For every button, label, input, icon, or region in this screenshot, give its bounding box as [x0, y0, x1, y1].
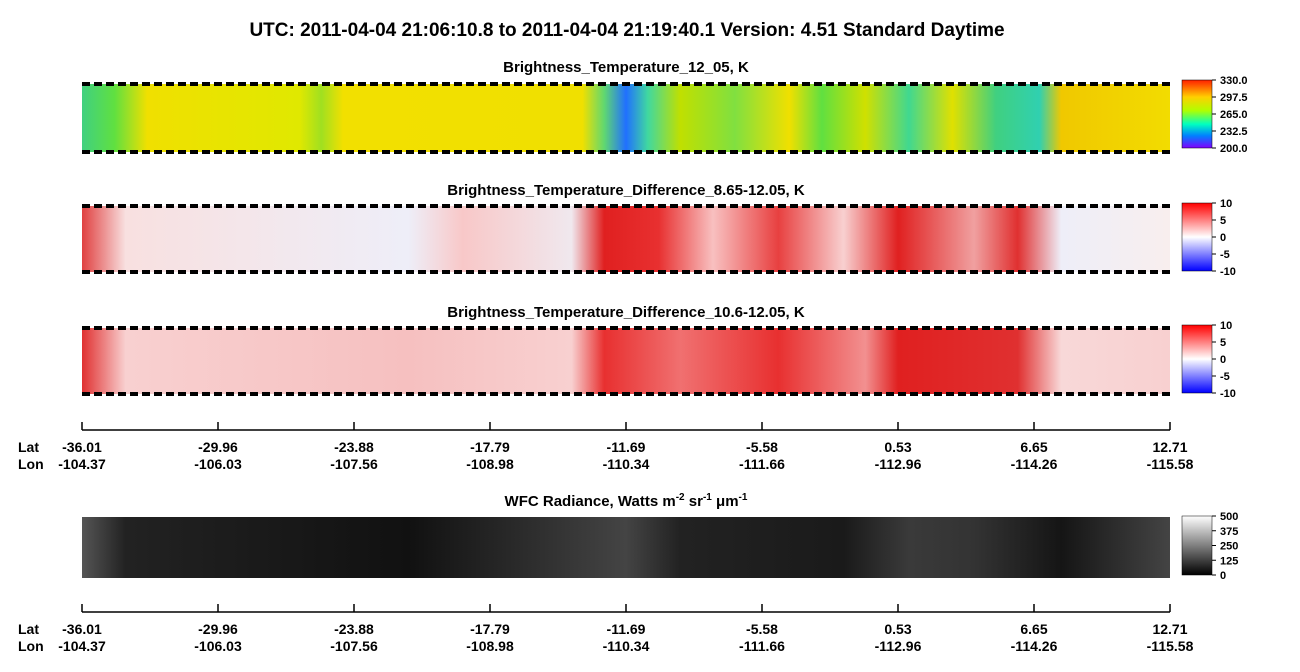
- colorbar-label: 0: [1220, 570, 1226, 582]
- lon-tick-label: -115.58: [1147, 456, 1194, 472]
- colorbar-label: 5: [1220, 215, 1226, 227]
- colorbar-label: 10: [1220, 320, 1232, 332]
- lon-tick-label: -106.03: [194, 456, 242, 472]
- lat-tick-label: 6.65: [1020, 621, 1047, 637]
- title-part: Brightness_Temperature_Difference_10.6-1…: [447, 304, 805, 321]
- image-strip: [82, 328, 1170, 394]
- lat-tick-label: -23.88: [334, 621, 374, 637]
- lon-tick-label: -108.98: [466, 456, 514, 472]
- title-part: -1: [703, 492, 712, 503]
- lat-tick-label: -11.69: [607, 621, 646, 637]
- lon-tick-label: -104.37: [58, 638, 106, 654]
- lat-tick-label: 0.53: [884, 439, 911, 455]
- colorbar: [1181, 515, 1213, 576]
- lon-tick-label: -108.98: [466, 638, 514, 654]
- title-part: -1: [739, 492, 748, 503]
- lat-tick-label: -17.79: [470, 621, 510, 637]
- panel-title: Brightness_Temperature_Difference_10.6-1…: [447, 304, 805, 321]
- title-part: WFC Radiance, Watts m: [505, 493, 676, 510]
- panel-title: Brightness_Temperature_Difference_8.65-1…: [447, 182, 805, 199]
- lat-tick-label: 6.65: [1020, 439, 1047, 455]
- colorbar-label: -5: [1220, 371, 1230, 383]
- lon-label: Lon: [18, 638, 44, 654]
- colorbar-label: 200.0: [1220, 143, 1248, 155]
- lat-label: Lat: [18, 439, 39, 455]
- lon-tick-label: -110.34: [603, 456, 650, 472]
- lat-tick-label: -29.96: [198, 621, 238, 637]
- colorbar: [1181, 202, 1213, 272]
- lon-tick-label: -115.58: [1147, 638, 1194, 654]
- colorbar-label: -10: [1220, 388, 1236, 400]
- lat-tick-label: -5.58: [746, 621, 778, 637]
- title-part: sr: [685, 493, 704, 510]
- image-strip: [82, 84, 1170, 152]
- lat-tick-label: -17.79: [470, 439, 510, 455]
- colorbar-label: 125: [1220, 555, 1238, 567]
- colorbar-label: 250: [1220, 541, 1238, 553]
- lat-tick-label: -5.58: [746, 439, 778, 455]
- title-part: μm: [712, 493, 739, 510]
- lon-tick-label: -111.66: [739, 456, 785, 472]
- lat-tick-label: 12.71: [1152, 439, 1187, 455]
- colorbar-label: 232.5: [1220, 126, 1248, 138]
- image-strip: [82, 517, 1170, 578]
- colorbar-label: 10: [1220, 198, 1232, 210]
- colorbar-label: 0: [1220, 354, 1226, 366]
- colorbar-label: 500: [1220, 511, 1238, 523]
- lon-tick-label: -112.96: [875, 638, 922, 654]
- title-part: Brightness_Temperature_Difference_8.65-1…: [447, 182, 805, 199]
- lat-tick-label: 12.71: [1152, 621, 1187, 637]
- colorbar-label: -10: [1220, 266, 1236, 278]
- lat-tick-label: -23.88: [334, 439, 374, 455]
- title-part: Brightness_Temperature_12_05, K: [503, 59, 749, 76]
- colorbar: [1181, 324, 1213, 394]
- lon-tick-label: -114.26: [1011, 456, 1058, 472]
- colorbar-label: 0: [1220, 232, 1226, 244]
- title-part: -2: [676, 492, 685, 503]
- lon-label: Lon: [18, 456, 44, 472]
- lon-tick-label: -114.26: [1011, 638, 1058, 654]
- colorbar-label: 297.5: [1220, 92, 1248, 104]
- lat-tick-label: -36.01: [62, 439, 102, 455]
- lon-tick-label: -106.03: [194, 638, 242, 654]
- panel-title: Brightness_Temperature_12_05, K: [503, 59, 749, 76]
- lon-tick-label: -104.37: [58, 456, 106, 472]
- colorbar-label: 375: [1220, 526, 1238, 538]
- lat-label: Lat: [18, 621, 39, 637]
- colorbar-label: 330.0: [1220, 75, 1248, 87]
- lat-tick-label: -29.96: [198, 439, 238, 455]
- image-strip: [82, 206, 1170, 272]
- lon-tick-label: -112.96: [875, 456, 922, 472]
- lon-tick-label: -110.34: [603, 638, 650, 654]
- colorbar-label: -5: [1220, 249, 1230, 261]
- page-title: UTC: 2011-04-04 21:06:10.8 to 2011-04-04…: [249, 20, 1004, 41]
- lon-tick-label: -107.56: [330, 638, 378, 654]
- panel-title: WFC Radiance, Watts m-2 sr-1 μm-1: [505, 492, 748, 510]
- lat-tick-label: 0.53: [884, 621, 911, 637]
- lon-tick-label: -107.56: [330, 456, 378, 472]
- lon-tick-label: -111.66: [739, 638, 785, 654]
- colorbar-label: 265.0: [1220, 109, 1248, 121]
- lat-tick-label: -36.01: [62, 621, 102, 637]
- colorbar-label: 5: [1220, 337, 1226, 349]
- colorbar: [1181, 79, 1213, 149]
- lat-tick-label: -11.69: [607, 439, 646, 455]
